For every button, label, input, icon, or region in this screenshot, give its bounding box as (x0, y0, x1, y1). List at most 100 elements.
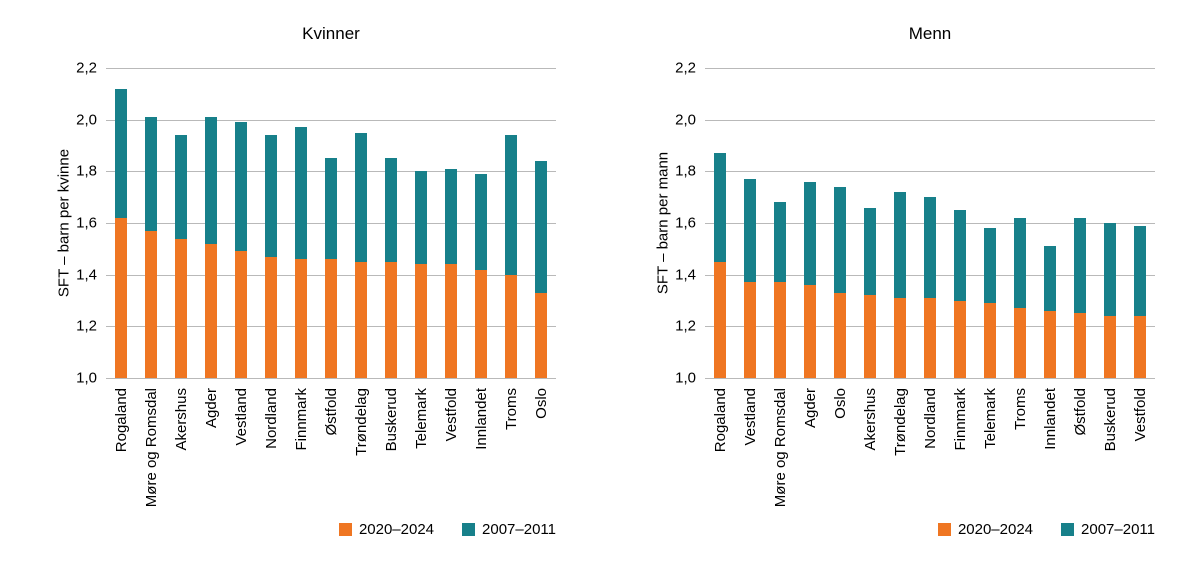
legend-swatch-2020-2024 (338, 523, 352, 536)
gridline (106, 119, 556, 121)
legend-item-2007-2011: 2007–2011 (462, 521, 556, 538)
x-tick-label-innlandet: Innlandet (472, 388, 490, 450)
bar-østfold-2020-2024 (1074, 313, 1086, 378)
bar-rogaland-2020-2024 (714, 261, 726, 378)
bar-agder-2020-2024 (205, 243, 217, 378)
chart-title: Menn (908, 24, 952, 43)
chart-panel-menn: Menn SFT – barn per mann 1,0 1,2 1,4 1,6 1,8… (599, 0, 1198, 568)
gridline (106, 68, 556, 69)
x-tick-label-troms: Troms (502, 388, 520, 430)
x-tick-label-vestland: Vestland (232, 388, 250, 446)
x-tick-label-buskerud: Buskerud (382, 388, 400, 452)
y-tick-label: 1,0 (76, 369, 97, 387)
x-tick-label-agder: Agder (202, 388, 220, 429)
bar-vestfold-2020-2024 (1134, 316, 1146, 378)
legend-swatch-2007-2011 (462, 523, 476, 536)
y-tick-label: 1,4 (675, 266, 696, 284)
y-tick-label: 2,0 (675, 111, 696, 129)
x-tick-label-buskerud: Buskerud (1101, 388, 1119, 452)
bar-vestfold-2020-2024 (445, 264, 457, 378)
gridline (106, 378, 556, 379)
x-tick-label-oslo: Oslo (532, 388, 550, 419)
legend-label-2007-2011: 2007–2011 (1081, 521, 1155, 538)
legend-item-2020-2024: 2020–2024 (937, 521, 1034, 538)
x-tick-label-akershus: Akershus (172, 388, 190, 451)
x-tick-label-finnmark: Finnmark (951, 388, 969, 451)
y-tick-label: 2,0 (76, 111, 97, 129)
x-axis-labels: Rogaland Møre og Romsdal Akershus Agder Vest… (106, 384, 556, 516)
bar-oslo-2020-2024 (535, 292, 547, 378)
bar-trøndelag-2020-2024 (894, 297, 906, 378)
legend: 2020–2024 2007–2011 (338, 521, 556, 538)
legend-item-2007-2011: 2007–2011 (1061, 521, 1155, 538)
x-tick-label-østfold: Østfold (1071, 388, 1089, 436)
bar-akershus-2020-2024 (175, 238, 187, 378)
bar-rogaland-2020-2024 (115, 217, 127, 378)
x-tick-label-finnmark: Finnmark (292, 388, 310, 451)
gridline (705, 171, 1155, 173)
bar-innlandet-2020-2024 (475, 269, 487, 378)
bar-vestland-2020-2024 (235, 251, 247, 378)
bar-innlandet-2020-2024 (1044, 310, 1056, 378)
bar-troms-2020-2024 (1014, 308, 1026, 378)
x-tick-label-nordland: Nordland (921, 388, 939, 449)
y-tick-label: 1,8 (76, 162, 97, 180)
legend-swatch-2020-2024 (937, 523, 951, 536)
x-axis-labels: Rogaland Vestland Møre og Romsdal Agder Oslo… (705, 384, 1155, 516)
y-axis-ticks: 1,0 1,2 1,4 1,6 1,8 2,0 2,2 (599, 61, 696, 386)
y-tick-label: 2,2 (675, 59, 696, 77)
y-tick-label: 1,6 (675, 214, 696, 232)
x-tick-label-vestfold: Vestfold (1131, 388, 1149, 442)
legend: 2020–2024 2007–2011 (937, 521, 1155, 538)
y-tick-label: 1,2 (675, 317, 696, 335)
x-tick-label-agder: Agder (801, 388, 819, 429)
legend-swatch-2007-2011 (1061, 523, 1075, 536)
chart-title: Kvinner (302, 24, 360, 43)
bar-vestland-2020-2024 (744, 282, 756, 378)
legend-label-2020-2024: 2020–2024 (358, 521, 435, 538)
bar-telemark-2020-2024 (984, 303, 996, 378)
legend-label-2007-2011: 2007–2011 (482, 521, 556, 538)
x-tick-label-innlandet: Innlandet (1041, 388, 1059, 450)
x-tick-label-møre-og-romsdal: Møre og Romsdal (771, 388, 789, 508)
legend-label-2020-2024: 2020–2024 (957, 521, 1034, 538)
gridline (705, 119, 1155, 121)
bar-telemark-2020-2024 (415, 264, 427, 378)
bar-akershus-2020-2024 (864, 295, 876, 378)
bar-trøndelag-2020-2024 (355, 261, 367, 378)
y-axis-ticks: 1,0 1,2 1,4 1,6 1,8 2,0 2,2 (0, 61, 97, 386)
x-tick-label-vestfold: Vestfold (442, 388, 460, 442)
x-tick-label-telemark: Telemark (412, 388, 430, 449)
x-tick-label-rogaland: Rogaland (112, 388, 130, 453)
x-tick-label-telemark: Telemark (981, 388, 999, 449)
bar-buskerud-2020-2024 (385, 261, 397, 378)
x-tick-label-oslo: Oslo (831, 388, 849, 419)
x-tick-label-rogaland: Rogaland (711, 388, 729, 453)
bar-finnmark-2020-2024 (954, 300, 966, 378)
y-tick-label: 1,6 (76, 214, 97, 232)
bar-oslo-2020-2024 (834, 292, 846, 378)
chart-panel-kvinner: Kvinner SFT – barn per kvinne 1,0 1,2 1,4 1… (0, 24, 556, 538)
y-tick-label: 1,8 (675, 162, 696, 180)
y-tick-label: 1,4 (76, 266, 97, 284)
x-tick-label-vestland: Vestland (741, 388, 759, 446)
y-tick-label: 1,0 (675, 369, 696, 387)
gridline (705, 68, 1155, 69)
bar-østfold-2020-2024 (325, 259, 337, 378)
bar-troms-2020-2024 (505, 274, 517, 378)
y-tick-label: 2,2 (76, 59, 97, 77)
gridline (705, 378, 1155, 379)
y-tick-label: 1,2 (76, 317, 97, 335)
x-tick-label-troms: Troms (1011, 388, 1029, 430)
bar-nordland-2020-2024 (265, 256, 277, 378)
x-tick-label-østfold: Østfold (322, 388, 340, 436)
x-tick-label-møre-og-romsdal: Møre og Romsdal (142, 388, 160, 508)
bar-finnmark-2020-2024 (295, 259, 307, 378)
x-tick-label-nordland: Nordland (262, 388, 280, 449)
x-tick-label-trøndelag: Trøndelag (891, 388, 909, 456)
bar-agder-2020-2024 (804, 285, 816, 378)
x-tick-label-trøndelag: Trøndelag (352, 388, 370, 456)
bar-buskerud-2020-2024 (1104, 316, 1116, 378)
bar-møre-og-romsdal-2020-2024 (774, 282, 786, 378)
